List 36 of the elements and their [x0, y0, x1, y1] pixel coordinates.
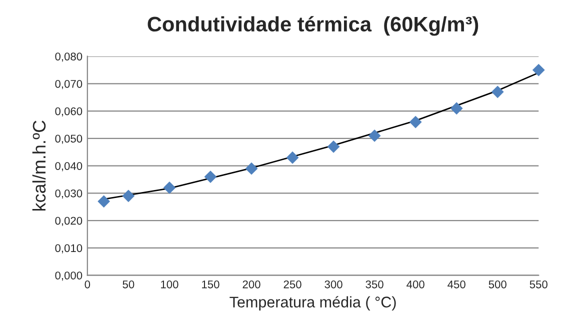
x-tick-label: 300	[324, 280, 342, 288]
y-tick-label: 0,040	[55, 162, 82, 172]
y-tick-label: 0,000	[55, 272, 82, 281]
x-tick-label: 350	[366, 280, 384, 288]
point	[532, 64, 545, 76]
x-tick-label: 100	[161, 280, 178, 288]
x-tick-label: 0	[84, 280, 90, 288]
y-axis-title: kcal/m.h.ºC	[32, 120, 46, 211]
y-tick-label: 0,070	[55, 80, 82, 90]
point	[122, 190, 135, 202]
x-tick-label: 50	[122, 280, 134, 288]
x-axis-title: Temperatura média ( °C)	[230, 296, 396, 311]
y-tick-label: 0,020	[55, 216, 82, 226]
x-tick-label: 450	[448, 280, 466, 288]
point	[245, 162, 258, 175]
point	[163, 182, 176, 194]
y-tick-label: 0,060	[55, 107, 82, 117]
point	[450, 102, 463, 115]
point	[409, 116, 422, 128]
y-tick-label: 0,080	[55, 52, 82, 62]
y-tick-label: 0,010	[55, 244, 82, 254]
x-tick-label: 200	[242, 280, 260, 288]
y-tick-label: 0,050	[55, 134, 82, 144]
point	[286, 151, 299, 164]
point	[98, 195, 110, 208]
x-tick-label: 250	[284, 280, 302, 288]
x-tick-label: 400	[406, 280, 424, 288]
point	[368, 130, 381, 142]
point	[204, 170, 217, 183]
y-tick-label: 0,030	[55, 189, 82, 199]
x-tick-label: 500	[488, 280, 506, 288]
x-tick-label: 550	[530, 280, 548, 288]
chart-title: Condutividade térmica (60Kg/m³)	[148, 16, 478, 36]
x-tick-label: 150	[202, 280, 220, 288]
point	[327, 140, 340, 153]
point	[491, 86, 504, 98]
